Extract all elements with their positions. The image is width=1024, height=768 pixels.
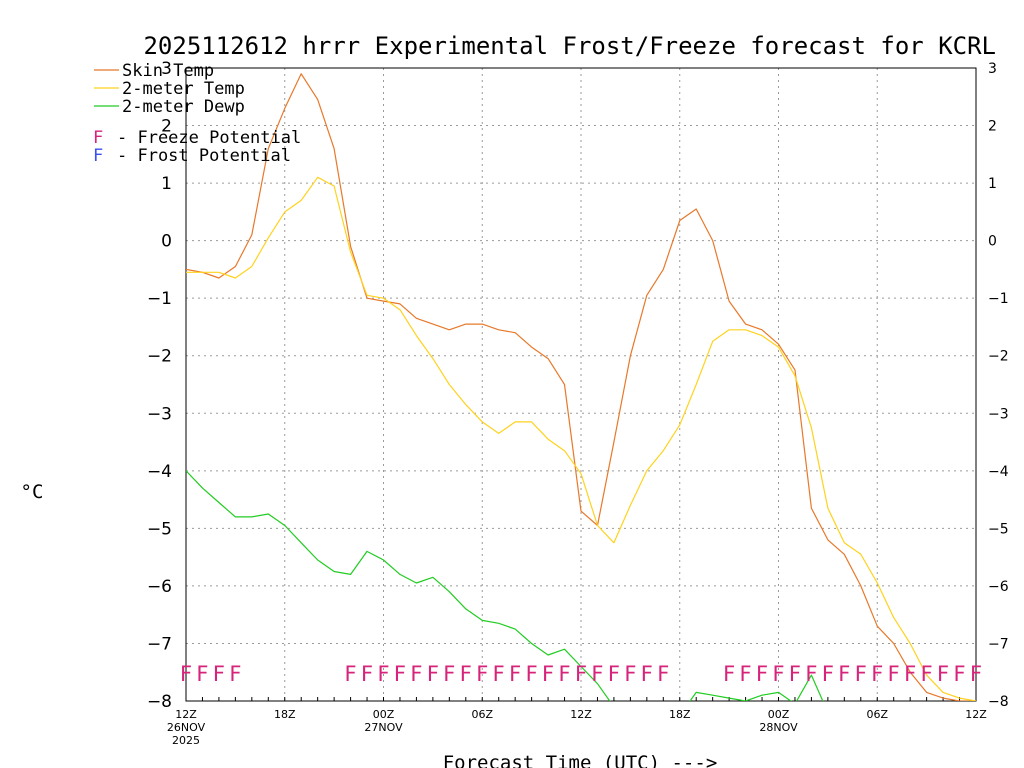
freeze-marker: F bbox=[410, 662, 422, 686]
freeze-marker: F bbox=[443, 662, 455, 686]
x-tick-label: 06Z bbox=[866, 708, 888, 721]
freeze-marker: F bbox=[377, 662, 389, 686]
freeze-marker: F bbox=[723, 662, 735, 686]
legend-label: 2-meter Temp bbox=[122, 79, 245, 99]
freeze-marker: F bbox=[427, 662, 439, 686]
y-tick-label-right: 0 bbox=[988, 234, 997, 250]
potential-label: - Frost Potential bbox=[117, 146, 291, 166]
freeze-marker: F bbox=[789, 662, 801, 686]
x-tick-label: 18Z bbox=[669, 708, 691, 721]
freeze-marker: F bbox=[756, 662, 768, 686]
series-line-skin-temp bbox=[186, 73, 976, 701]
freeze-marker: F bbox=[345, 662, 357, 686]
y-tick-label-right: −6 bbox=[988, 579, 1009, 595]
y-tick-label: 2 bbox=[161, 117, 172, 137]
freeze-marker: F bbox=[542, 662, 554, 686]
y-tick-label: −8 bbox=[147, 692, 172, 712]
series-line-2-meter-temp bbox=[186, 176, 976, 701]
y-tick-label: 0 bbox=[161, 232, 172, 252]
freeze-marker: F bbox=[624, 662, 636, 686]
freeze-marker: F bbox=[904, 662, 916, 686]
freeze-marker: F bbox=[526, 662, 538, 686]
freeze-marker: F bbox=[921, 662, 933, 686]
x-tick-sublabel: 27NOV bbox=[364, 721, 403, 734]
x-tick-sublabel: 28NOV bbox=[759, 721, 798, 734]
x-tick-label: 12Z bbox=[175, 708, 197, 721]
y-tick-label-right: 2 bbox=[988, 119, 997, 135]
freeze-marker: F bbox=[657, 662, 669, 686]
x-tick-label: 06Z bbox=[471, 708, 493, 721]
freeze-marker: F bbox=[394, 662, 406, 686]
y-tick-label-right: −3 bbox=[988, 406, 1009, 422]
y-tick-label: 1 bbox=[161, 174, 172, 194]
freeze-marker: F bbox=[838, 662, 850, 686]
y-axis-label: °C bbox=[21, 481, 44, 503]
y-tick-label-right: −7 bbox=[988, 636, 1009, 652]
y-tick-label: −1 bbox=[147, 289, 172, 309]
series-lines bbox=[186, 73, 976, 701]
grid-lines bbox=[186, 67, 976, 702]
y-tick-label-right: −2 bbox=[988, 349, 1009, 365]
series-line-2-meter-dewp bbox=[186, 470, 824, 701]
freeze-marker: F bbox=[180, 662, 192, 686]
freeze-marker: F bbox=[822, 662, 834, 686]
freeze-marker: F bbox=[871, 662, 883, 686]
freeze-marker: F bbox=[937, 662, 949, 686]
y-tick-label-right: −4 bbox=[988, 464, 1009, 480]
x-tick-label: 12Z bbox=[965, 708, 987, 721]
x-tick-label: 12Z bbox=[570, 708, 592, 721]
y-tick-label: −2 bbox=[147, 347, 172, 367]
freeze-marker: F bbox=[970, 662, 982, 686]
freeze-marker: F bbox=[953, 662, 965, 686]
y-tick-label-right: −1 bbox=[988, 291, 1009, 307]
x-tick-sublabel: 26NOV bbox=[167, 721, 206, 734]
x-tick-sublabel: 2025 bbox=[172, 734, 200, 747]
y-tick-label: −6 bbox=[147, 577, 172, 597]
y-tick-label: 3 bbox=[161, 59, 172, 79]
freeze-marker: F bbox=[641, 662, 653, 686]
legend-label: 2-meter Dewp bbox=[122, 97, 245, 117]
potential-marker: F bbox=[93, 128, 103, 148]
freeze-marker: F bbox=[608, 662, 620, 686]
potential-marker: F bbox=[93, 146, 103, 166]
y-axis-ticks: 3 3 2 2 1 1 0 0 −1 −1 −2 −2 −3 −3 −4 −4 −5 −5 −6 −6 −7 −7 −8 −8 bbox=[147, 59, 1009, 712]
x-axis-label: Forecast Time (UTC) ---> bbox=[443, 752, 718, 768]
freeze-marker: F bbox=[591, 662, 603, 686]
freeze-marker: F bbox=[558, 662, 570, 686]
y-tick-label: −3 bbox=[147, 404, 172, 424]
y-tick-label-right: −8 bbox=[988, 694, 1009, 710]
y-tick-label-right: 1 bbox=[988, 176, 997, 192]
legend-label: Skin Temp bbox=[122, 61, 214, 81]
y-tick-label-right: −5 bbox=[988, 521, 1009, 537]
potential-label: - Freeze Potential bbox=[117, 128, 301, 148]
freeze-marker: F bbox=[855, 662, 867, 686]
y-tick-label-right: 3 bbox=[988, 61, 997, 77]
freeze-marker: F bbox=[740, 662, 752, 686]
freeze-marker: F bbox=[460, 662, 472, 686]
y-tick-label: −4 bbox=[147, 462, 172, 482]
freeze-marker: F bbox=[493, 662, 505, 686]
freeze-marker: F bbox=[509, 662, 521, 686]
y-tick-label: −7 bbox=[147, 634, 172, 654]
freeze-marker: F bbox=[888, 662, 900, 686]
freeze-marker: F bbox=[805, 662, 817, 686]
x-tick-label: 00Z bbox=[768, 708, 790, 721]
freeze-marker: F bbox=[772, 662, 784, 686]
y-tick-label: −5 bbox=[147, 519, 172, 539]
freeze-marker: F bbox=[476, 662, 488, 686]
freeze-marker: F bbox=[229, 662, 241, 686]
freeze-marker: F bbox=[213, 662, 225, 686]
freeze-marker: F bbox=[196, 662, 208, 686]
freeze-marker: F bbox=[361, 662, 373, 686]
plot-frame bbox=[185, 67, 977, 702]
chart-title: 2025112612 hrrr Experimental Frost/Freez… bbox=[143, 32, 996, 60]
x-tick-label: 00Z bbox=[373, 708, 395, 721]
freeze-marker: F bbox=[575, 662, 587, 686]
x-tick-label: 18Z bbox=[274, 708, 296, 721]
